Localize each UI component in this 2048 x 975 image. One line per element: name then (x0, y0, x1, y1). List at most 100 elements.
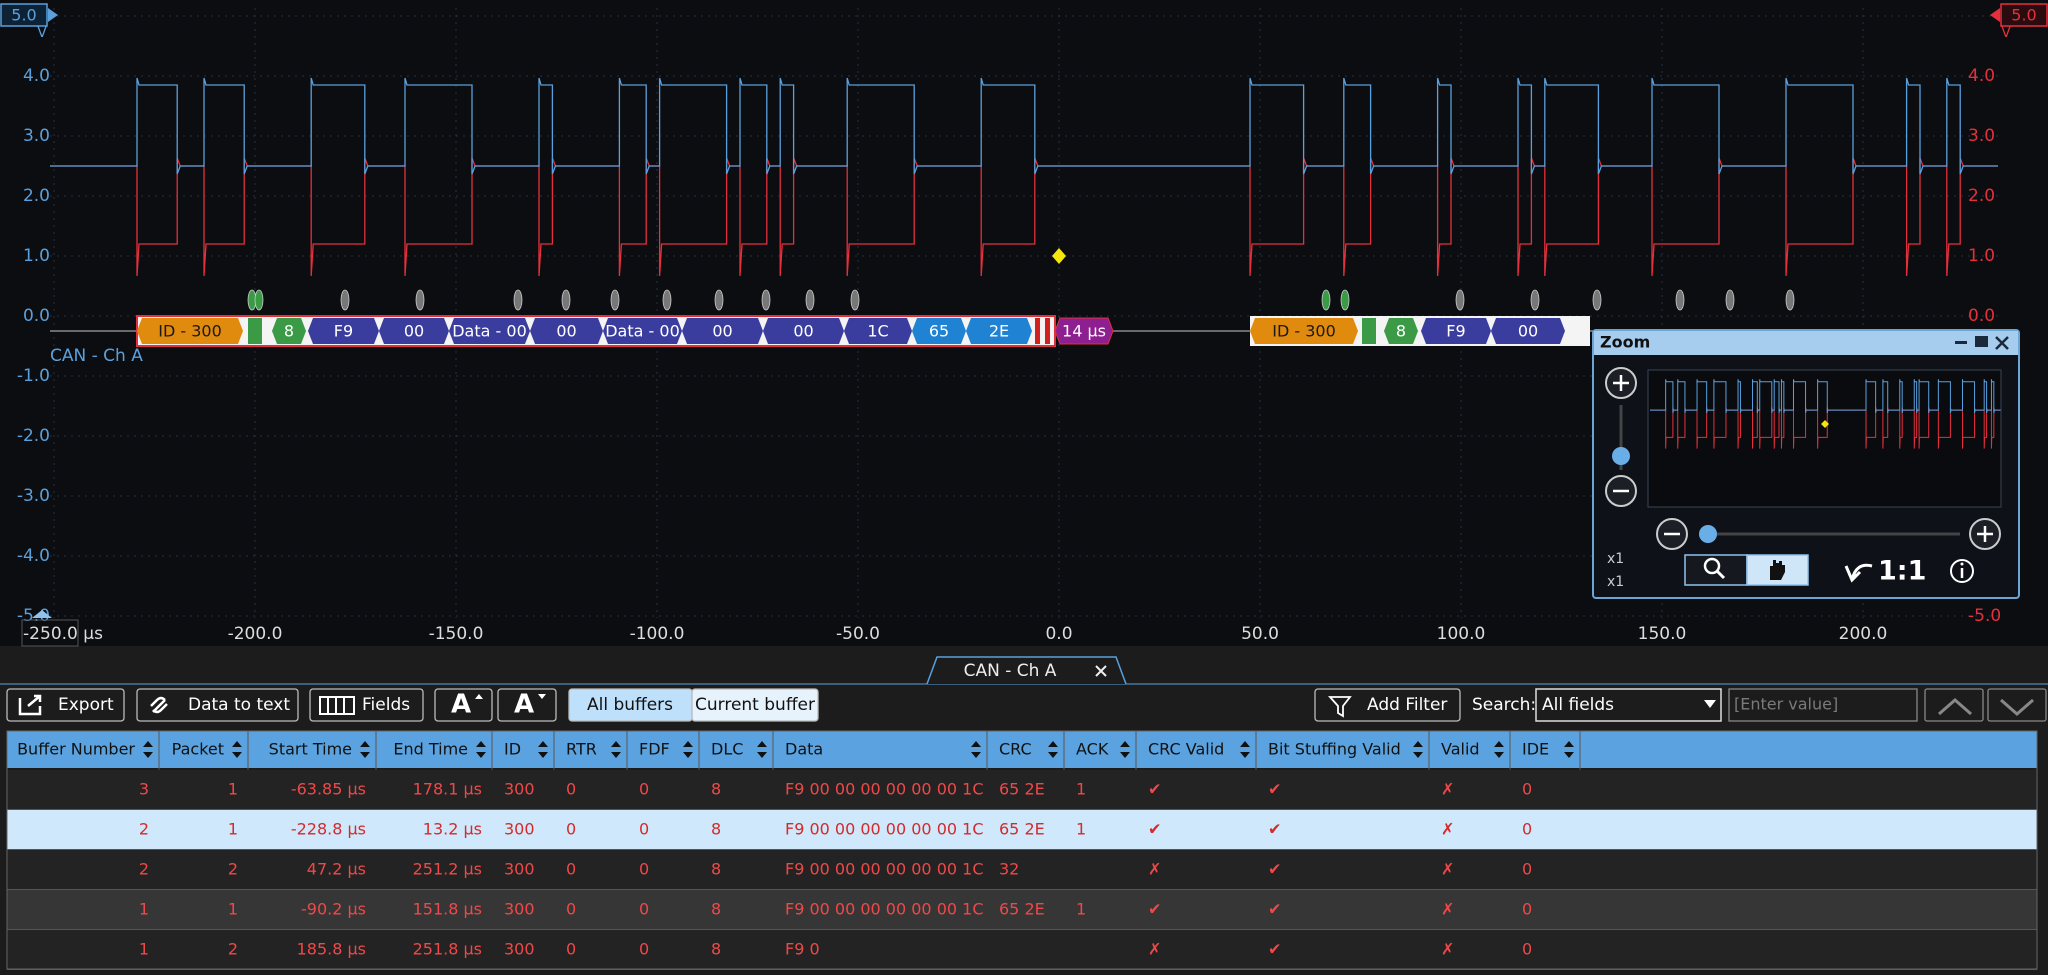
decode-segment[interactable] (912, 318, 966, 344)
tab-close[interactable] (1095, 665, 1107, 677)
table-row[interactable]: 1 1 -90.2 µs 151.8 µs 300 0 0 8 F9 00 00 00 00 0… (7, 890, 2037, 930)
decode-label[interactable]: 65 (929, 322, 949, 341)
add-filter-button-frame[interactable] (1314, 688, 1461, 722)
column-header[interactable]: FDF (639, 740, 670, 759)
column-header[interactable]: Packet (172, 740, 224, 759)
minimize-button[interactable] (1955, 341, 1967, 344)
sort-icon[interactable] (1048, 741, 1058, 758)
font-smaller-button-label[interactable]: A (514, 690, 534, 720)
sort-icon[interactable] (757, 741, 767, 758)
decode-label[interactable]: ID - 300 (158, 322, 222, 341)
select-frame[interactable] (1535, 688, 1722, 722)
decode-label[interactable]: 14 µs (1062, 322, 1106, 341)
decode-label[interactable]: 2E (989, 322, 1009, 341)
decode-label[interactable]: 00 (1518, 322, 1538, 341)
decode-segment[interactable] (603, 318, 682, 344)
sort-icon[interactable] (1564, 741, 1574, 758)
row-background[interactable] (7, 930, 2037, 969)
column-header[interactable]: Bit Stuffing Valid (1268, 740, 1401, 759)
column-header[interactable]: ID (504, 740, 521, 759)
sort-icon[interactable] (611, 741, 621, 758)
decode-segment[interactable] (379, 318, 449, 344)
select-value[interactable]: All fields (1542, 695, 1614, 715)
column-header[interactable]: IDE (1522, 740, 1549, 759)
input-frame[interactable] (1728, 688, 1918, 722)
column-header[interactable]: DLC (711, 740, 743, 759)
decode-segment[interactable] (1421, 318, 1491, 344)
nav-button[interactable] (1987, 688, 2047, 722)
zoom-slider-knob[interactable] (1612, 447, 1630, 465)
decode-segment[interactable] (682, 318, 763, 344)
fields-button[interactable]: Fields (309, 688, 424, 722)
row-background[interactable] (7, 850, 2037, 889)
sort-icon[interactable] (1120, 741, 1130, 758)
table-row[interactable]: 3 1 -63.85 µs 178.1 µs 300 0 0 8 F9 00 00 00 00 … (7, 770, 2037, 810)
decode-segment[interactable] (272, 318, 306, 344)
row-background[interactable] (7, 810, 2037, 849)
font-smaller-button[interactable]: A (497, 688, 557, 722)
sort-icon[interactable] (232, 741, 242, 758)
table-row[interactable]: 2 1 -228.8 µs 13.2 µs 300 0 0 8 F9 00 00 00 00 0… (7, 810, 2037, 850)
add-filter-button-label[interactable]: Add Filter (1367, 695, 1447, 715)
maximize-button[interactable] (1975, 336, 1988, 347)
decode-label[interactable]: F9 (1446, 322, 1465, 341)
close-button[interactable] (1995, 336, 2009, 350)
font-larger-button[interactable]: A (434, 688, 493, 722)
decode-label[interactable]: 00 (712, 322, 732, 341)
decode-segment[interactable] (763, 318, 844, 344)
decode-segment[interactable] (1384, 318, 1418, 344)
sort-icon[interactable] (538, 741, 548, 758)
decode-label[interactable]: Data - 00 (605, 322, 680, 341)
export-button[interactable]: Export (6, 688, 125, 722)
font-larger-button-label[interactable]: A (451, 690, 471, 720)
decode-label[interactable]: 00 (793, 322, 813, 341)
decode-label[interactable]: 8 (284, 322, 294, 341)
zoom-slider-knob[interactable] (1699, 525, 1717, 543)
export-button-label[interactable]: Export (58, 695, 114, 715)
all-buffers-button[interactable]: All buffers (568, 688, 693, 722)
decode-label[interactable]: 00 (404, 322, 424, 341)
search-input[interactable]: [Enter value] (1728, 688, 1918, 722)
decode-segment[interactable] (449, 318, 530, 344)
all-buffers-button-label[interactable]: All buffers (587, 695, 673, 715)
decode-label[interactable]: 00 (556, 322, 576, 341)
decode-segment[interactable] (1054, 317, 1114, 345)
column-header[interactable]: Start Time (269, 740, 352, 759)
zoom-reset[interactable]: 1:1 (1878, 556, 1926, 587)
tab-label[interactable]: CAN - Ch A (964, 661, 1057, 681)
tab-shape[interactable] (926, 656, 1127, 685)
column-header[interactable]: Buffer Number (17, 740, 135, 759)
decode-label[interactable]: F9 (334, 322, 353, 341)
decode-label[interactable]: Data - 00 (452, 322, 527, 341)
row-background[interactable] (7, 890, 2037, 929)
current-buffer-button-frame[interactable] (691, 688, 819, 722)
decode-segment[interactable] (1491, 318, 1565, 344)
column-header[interactable]: End Time (393, 740, 468, 759)
data-to-text-button-frame[interactable] (136, 688, 299, 722)
reset-icon[interactable] (1844, 563, 1873, 583)
column-header[interactable]: CRC Valid (1148, 740, 1224, 759)
decode-segment[interactable] (1250, 318, 1358, 344)
decode-label[interactable]: ID - 300 (1272, 322, 1336, 341)
data-to-text-button-label[interactable]: Data to text (188, 695, 290, 715)
info-icon[interactable] (1950, 559, 1974, 583)
column-header[interactable]: RTR (566, 740, 597, 759)
sort-icon[interactable] (1240, 741, 1250, 758)
current-buffer-button-label[interactable]: Current buffer (695, 695, 815, 715)
sort-icon[interactable] (971, 741, 981, 758)
current-buffer-button[interactable]: Current buffer (691, 688, 819, 722)
column-header[interactable]: Valid (1441, 740, 1480, 759)
table-row[interactable]: 1 2 185.8 µs 251.8 µs 300 0 0 8 F9 0 ✗ ✔ ✗ 0 (7, 930, 2037, 970)
nav-button[interactable] (1924, 688, 1984, 722)
decode-segment[interactable] (844, 318, 912, 344)
decode-label[interactable]: 8 (1396, 322, 1406, 341)
table-row[interactable]: 2 2 47.2 µs 251.2 µs 300 0 0 8 F9 00 00 00 00 00… (7, 850, 2037, 890)
column-header[interactable]: ACK (1076, 740, 1109, 759)
decode-segment[interactable] (530, 318, 603, 344)
sort-icon[interactable] (683, 741, 693, 758)
row-background[interactable] (7, 770, 2037, 809)
search-field-select[interactable]: All fields (1535, 688, 1722, 722)
decode-segment[interactable] (308, 318, 379, 344)
decode-segment[interactable] (137, 318, 243, 344)
sort-icon[interactable] (143, 741, 153, 758)
